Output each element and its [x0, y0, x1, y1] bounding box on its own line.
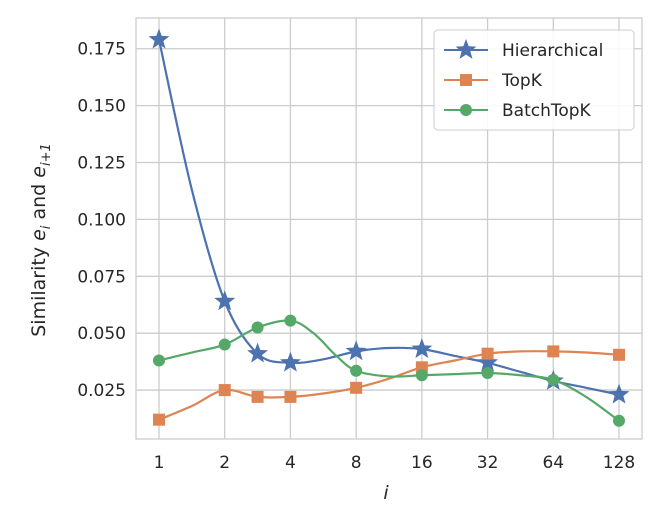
legend-label-hierarchical: Hierarchical — [502, 41, 603, 61]
legend-box — [433, 29, 635, 131]
x-tick-label: 4 — [285, 453, 296, 473]
y-axis-label-e2: e — [28, 166, 50, 178]
y-tick-label: 0.050 — [77, 324, 126, 344]
data-point-batchtopk — [251, 321, 264, 334]
legend-entry-topk: TopK — [444, 71, 543, 91]
x-tick-label: 8 — [351, 453, 362, 473]
data-point-batchtopk — [481, 367, 494, 380]
y-tick-label: 0.125 — [77, 154, 126, 174]
data-point-topk — [251, 390, 264, 403]
x-tick-label: 16 — [411, 453, 433, 473]
x-tick-label: 1 — [154, 453, 165, 473]
legend-marker-square — [460, 74, 472, 86]
data-point-hierarchical — [247, 342, 269, 363]
data-point-batchtopk — [153, 354, 165, 367]
data-point-topk — [218, 384, 231, 397]
y-tick-label: 0.100 — [77, 210, 126, 230]
y-tick-label: 0.175 — [77, 40, 126, 60]
data-point-hierarchical — [279, 351, 301, 372]
series-batchtopk — [153, 314, 625, 427]
data-point-topk — [284, 390, 297, 403]
x-tick-label: 128 — [603, 453, 635, 473]
data-point-batchtopk — [415, 369, 428, 382]
data-point-batchtopk — [547, 373, 560, 386]
y-axis-label-e1: e — [28, 229, 50, 241]
data-point-batchtopk — [350, 364, 363, 377]
x-tick-label: 2 — [219, 453, 230, 473]
y-tick-label: 0.150 — [77, 97, 126, 117]
y-axis-label: Similarity ei and ei+1 — [28, 143, 54, 337]
legend-marker-circle — [460, 104, 472, 116]
legend-label-batchtopk: BatchTopK — [502, 101, 592, 121]
data-point-topk — [153, 413, 165, 426]
y-axis-label-and: and — [28, 178, 50, 226]
data-point-topk — [481, 347, 494, 360]
data-point-hierarchical — [214, 290, 236, 311]
data-point-batchtopk — [218, 338, 231, 351]
y-tick-label: 0.025 — [77, 381, 126, 401]
data-point-hierarchical — [477, 351, 499, 372]
legend-marker-star — [455, 39, 477, 59]
legend-entry-batchtopk: BatchTopK — [444, 101, 592, 121]
legend-label-topk: TopK — [501, 71, 543, 91]
y-tick-label: 0.075 — [77, 267, 126, 287]
x-tick-label: 64 — [542, 453, 564, 473]
series-topk — [153, 345, 625, 426]
tick-labels: 1 2 4 8 16 32 64 128 0.025 0.050 0.075 0.100 0.125 0.… — [77, 40, 635, 473]
data-point-batchtopk — [284, 314, 297, 327]
y-axis-label-sub1: i — [39, 225, 54, 229]
series-line-batchtopk — [158, 319, 620, 422]
legend: Hierarchical TopK BatchTopK — [433, 29, 635, 131]
x-axis-label: i — [383, 482, 389, 504]
y-axis-label-prefix: Similarity — [28, 241, 50, 337]
series-layer — [148, 28, 630, 427]
x-tick-label: 32 — [477, 453, 499, 473]
data-point-topk — [613, 348, 625, 361]
y-axis-label-sub2: i+1 — [39, 143, 54, 166]
data-point-hierarchical — [345, 340, 367, 361]
data-point-hierarchical — [148, 28, 170, 49]
data-point-topk — [547, 345, 560, 358]
legend-entry-hierarchical: Hierarchical — [444, 39, 603, 61]
data-point-hierarchical — [411, 338, 433, 359]
series-line-topk — [158, 350, 620, 421]
data-point-topk — [350, 381, 363, 394]
plot-frame — [135, 17, 643, 440]
data-point-hierarchical — [608, 383, 630, 404]
data-point-batchtopk — [613, 414, 625, 427]
